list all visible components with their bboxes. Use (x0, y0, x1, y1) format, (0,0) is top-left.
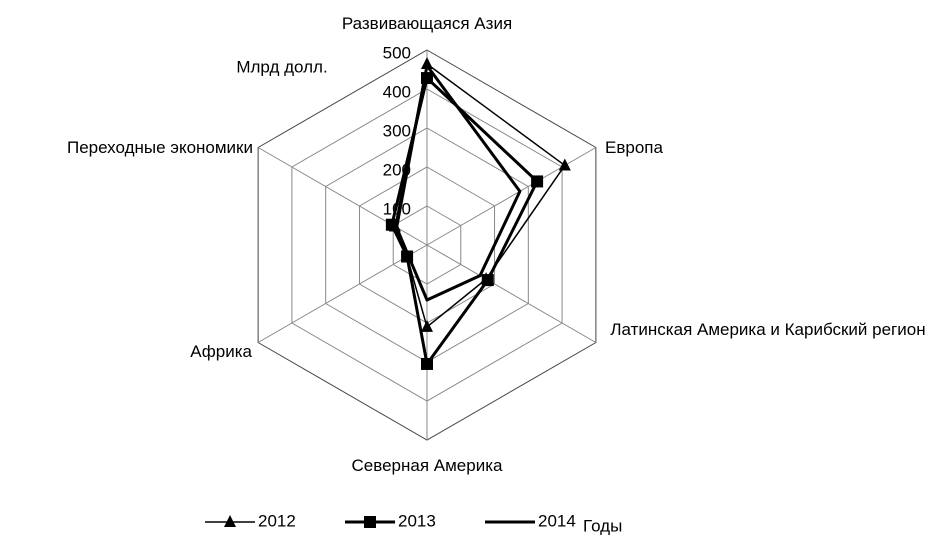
category-label: Переходные экономики (66, 138, 253, 157)
legend-label: 2013 (398, 511, 436, 530)
marker (421, 357, 433, 370)
legend-title: Годы (583, 516, 622, 535)
marker (421, 319, 433, 332)
marker (224, 515, 236, 527)
legend-label: 2012 (258, 511, 296, 530)
series-line (395, 64, 522, 302)
category-label: Латинская Америка и Карибский регион (610, 320, 926, 339)
marker (385, 218, 398, 231)
category-label: Развивающаяся Азия (341, 14, 513, 33)
axis-spoke (257, 244, 428, 343)
category-label: Европа (605, 138, 663, 157)
tick-label: 400 (383, 82, 411, 101)
marker (531, 175, 544, 188)
tick-label: 300 (383, 121, 411, 140)
axis-spoke (426, 147, 597, 246)
legend-label: 2014 (538, 511, 576, 530)
marker (558, 158, 571, 171)
axis-spoke (426, 244, 597, 343)
series-line (390, 76, 539, 366)
category-label: Африка (190, 342, 252, 361)
marker (421, 57, 433, 70)
unit-label: Млрд долл. (236, 57, 327, 76)
marker (364, 516, 376, 528)
tick-label: 500 (383, 43, 411, 62)
category-label: Северная Америка (351, 456, 503, 475)
marker (481, 274, 494, 287)
